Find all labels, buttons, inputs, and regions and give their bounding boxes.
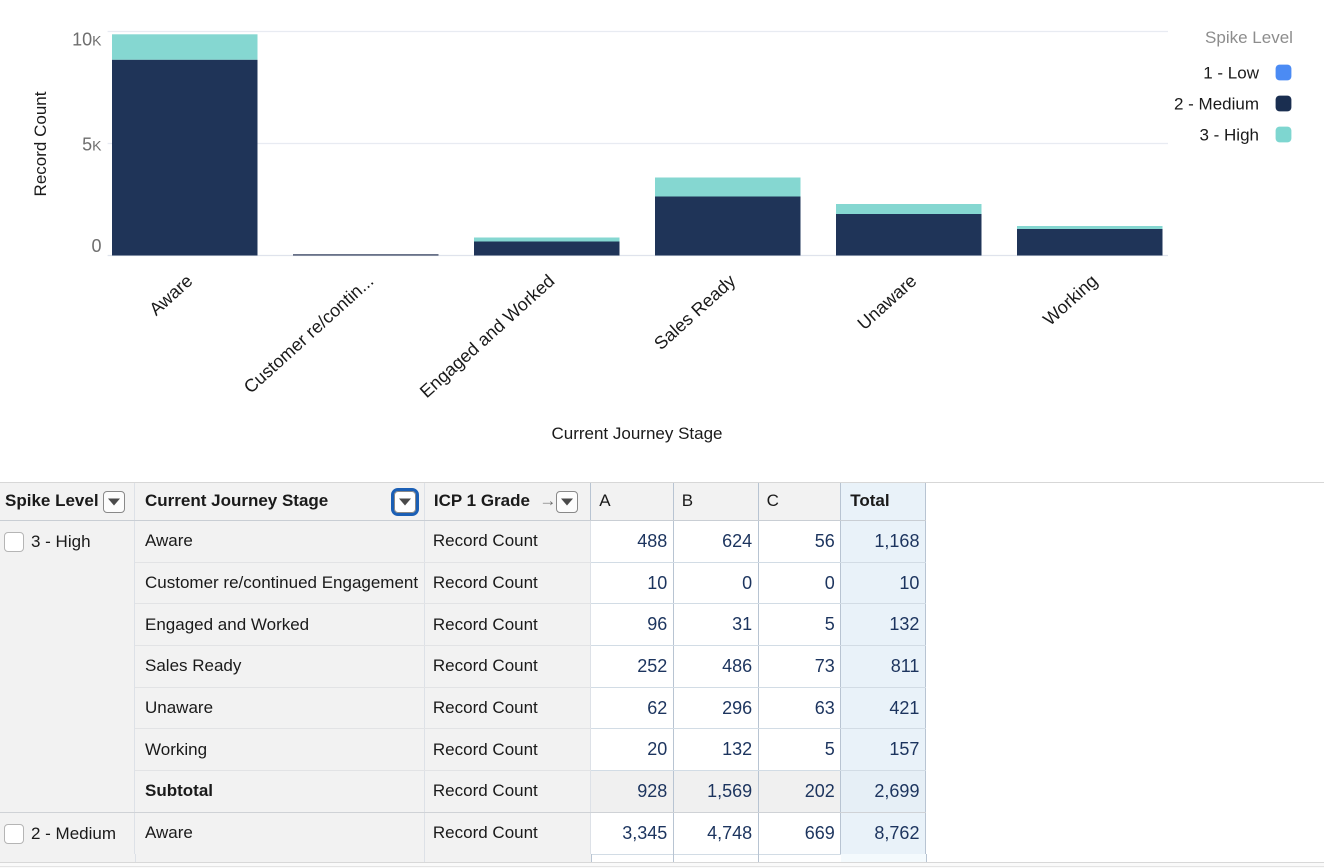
svg-text:3 - High: 3 - High <box>1199 126 1259 145</box>
svg-text:Customer re/contin...: Customer re/contin... <box>240 271 378 398</box>
svg-text:Sales Ready: Sales Ready <box>650 271 739 354</box>
svg-text:0: 0 <box>91 236 101 256</box>
svg-text:Current Journey Stage: Current Journey Stage <box>551 424 722 443</box>
svg-text:Engaged and Worked: Engaged and Worked <box>416 271 559 402</box>
svg-text:5K: 5K <box>82 135 102 155</box>
svg-text:Unaware: Unaware <box>854 271 921 334</box>
svg-text:Aware: Aware <box>145 271 196 320</box>
svg-text:2 - Medium: 2 - Medium <box>1174 95 1259 114</box>
svg-text:Spike Level: Spike Level <box>1205 28 1293 47</box>
svg-text:Working: Working <box>1039 271 1101 330</box>
svg-text:Record Count: Record Count <box>31 91 50 196</box>
svg-text:1 - Low: 1 - Low <box>1203 64 1259 83</box>
svg-text:10K: 10K <box>72 30 102 50</box>
